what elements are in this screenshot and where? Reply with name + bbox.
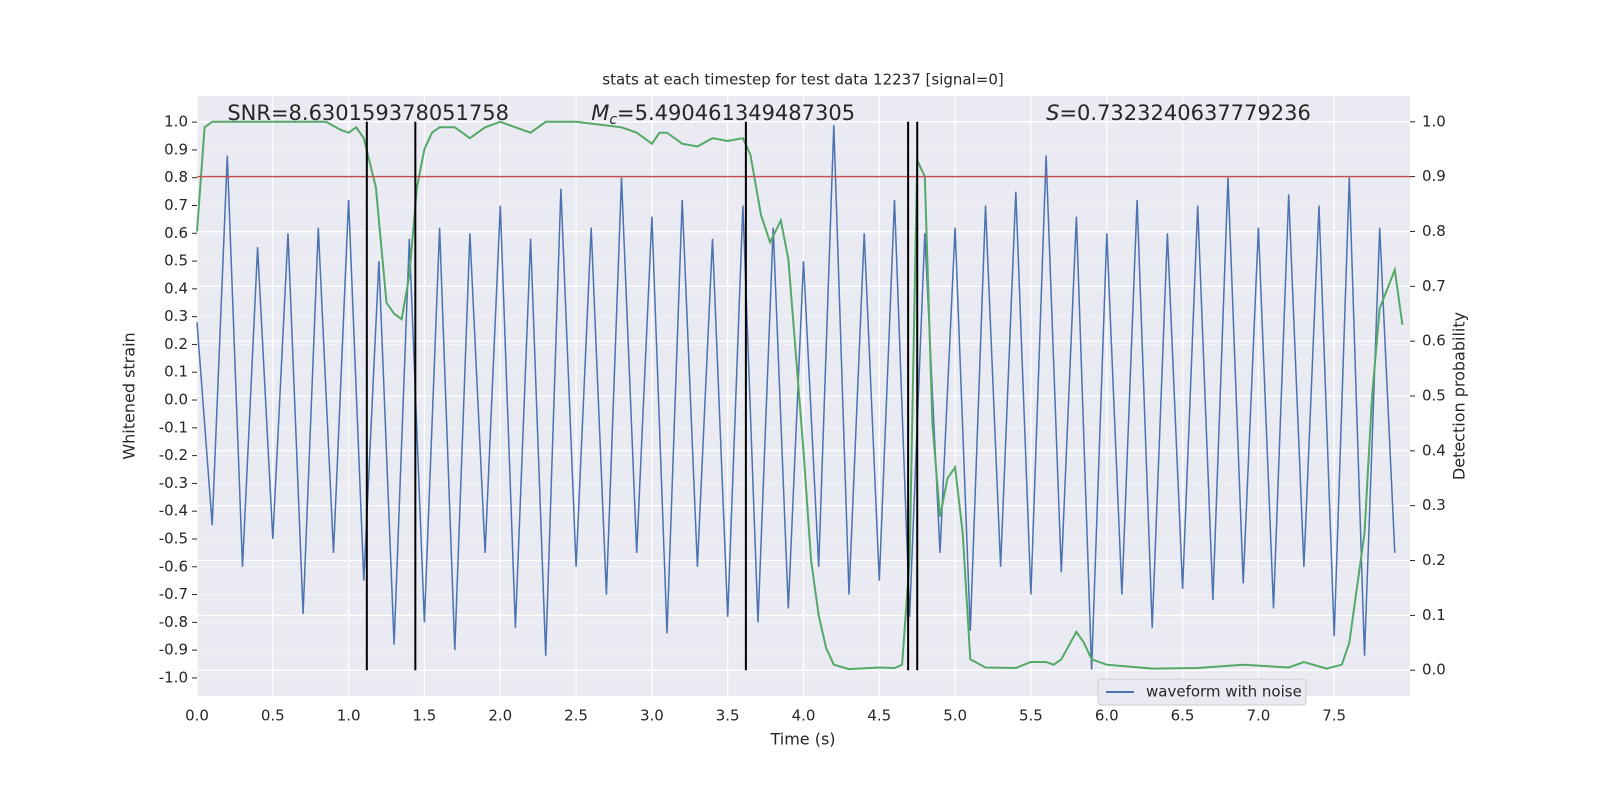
y2-tick-label: 0.9 xyxy=(1422,167,1446,185)
y2-tick-label: 0.3 xyxy=(1422,496,1446,514)
y-tick-label: -0.1 xyxy=(159,418,188,436)
x-tick-label: 0.5 xyxy=(261,707,285,725)
y2-tick-label: 0.1 xyxy=(1422,606,1446,624)
legend: waveform with noise xyxy=(1097,678,1307,706)
y2-axis-label: Detection probability xyxy=(1450,312,1469,480)
y-tick-label: -0.3 xyxy=(159,474,188,492)
y-tick-label: 0.1 xyxy=(164,363,188,381)
y-axis-label: Whitened strain xyxy=(120,332,139,459)
x-tick-label: 2.0 xyxy=(488,707,512,725)
y-tick-label: 0.0 xyxy=(164,391,188,409)
y-tick-label: 0.2 xyxy=(164,335,188,353)
x-tick-label: 7.0 xyxy=(1246,707,1270,725)
series-line xyxy=(196,124,1396,670)
annotation-symbol: M xyxy=(591,101,609,125)
x-tick-label: 5.0 xyxy=(943,707,967,725)
y2-tick-label: 0.7 xyxy=(1422,277,1446,295)
y-tick-label: -0.4 xyxy=(159,502,188,520)
x-axis-label: Time (s) xyxy=(769,730,835,749)
annotation-symbol: S xyxy=(1046,101,1059,125)
annotation-text: =0.7323240637779236 xyxy=(1059,101,1310,125)
y-tick-label: -1.0 xyxy=(159,668,188,686)
y-tick-label: 0.7 xyxy=(164,196,188,214)
y-tick-label: 0.3 xyxy=(164,307,188,325)
x-tick-label: 3.0 xyxy=(640,707,664,725)
y-tick-label: 0.9 xyxy=(164,140,188,158)
y2-tick-label: 0.6 xyxy=(1422,332,1446,350)
x-tick-label: 4.0 xyxy=(792,707,816,725)
y-tick-label: 0.4 xyxy=(164,279,188,297)
x-tick-label: 5.5 xyxy=(1019,707,1043,725)
annotation-text: SNR=8.630159378051758 xyxy=(227,101,509,125)
annotation: SNR=8.630159378051758 xyxy=(227,101,509,125)
y2-tick-label: 1.0 xyxy=(1422,112,1446,130)
y2-tick-label: 0.5 xyxy=(1422,387,1446,405)
x-tick-label: 2.5 xyxy=(564,707,588,725)
y-tick-label: 0.6 xyxy=(164,224,188,242)
annotation-text: =5.490461349487305 xyxy=(617,101,855,125)
x-tick-label: 4.5 xyxy=(867,707,891,725)
legend-label: waveform with noise xyxy=(1146,683,1302,701)
x-tick-label: 7.5 xyxy=(1322,707,1346,725)
y2-tick-label: 0.0 xyxy=(1422,661,1446,679)
annotation: S=0.7323240637779236 xyxy=(1046,101,1311,125)
y-tick-label: 0.5 xyxy=(164,252,188,270)
series-line xyxy=(196,120,1404,671)
y-tick-label: 0.8 xyxy=(164,168,188,186)
x-tick-label: 1.5 xyxy=(413,707,437,725)
annotation: Mc=5.490461349487305 xyxy=(591,101,855,128)
y-tick-label: -0.6 xyxy=(159,557,188,575)
x-tick-label: 6.0 xyxy=(1095,707,1119,725)
y-tick-label: -0.8 xyxy=(159,613,188,631)
y-tick-label: -0.2 xyxy=(159,446,188,464)
y2-tick-label: 0.2 xyxy=(1422,551,1446,569)
chart-title: stats at each timestep for test data 122… xyxy=(602,71,1003,89)
y-tick-label: -0.7 xyxy=(159,585,188,603)
y2-tick-label: 0.8 xyxy=(1422,222,1446,240)
x-tick-label: 1.0 xyxy=(337,707,361,725)
x-tick-label: 6.5 xyxy=(1171,707,1195,725)
x-tick-label: 0.0 xyxy=(185,707,209,725)
x-tick-label: 3.5 xyxy=(716,707,740,725)
y-tick-label: -0.9 xyxy=(159,641,188,659)
legend-box xyxy=(1097,678,1307,706)
y-tick-label: 1.0 xyxy=(164,113,188,131)
y2-tick-label: 0.4 xyxy=(1422,441,1446,459)
y-tick-label: -0.5 xyxy=(159,529,188,547)
annotation-subscript: c xyxy=(609,112,617,128)
